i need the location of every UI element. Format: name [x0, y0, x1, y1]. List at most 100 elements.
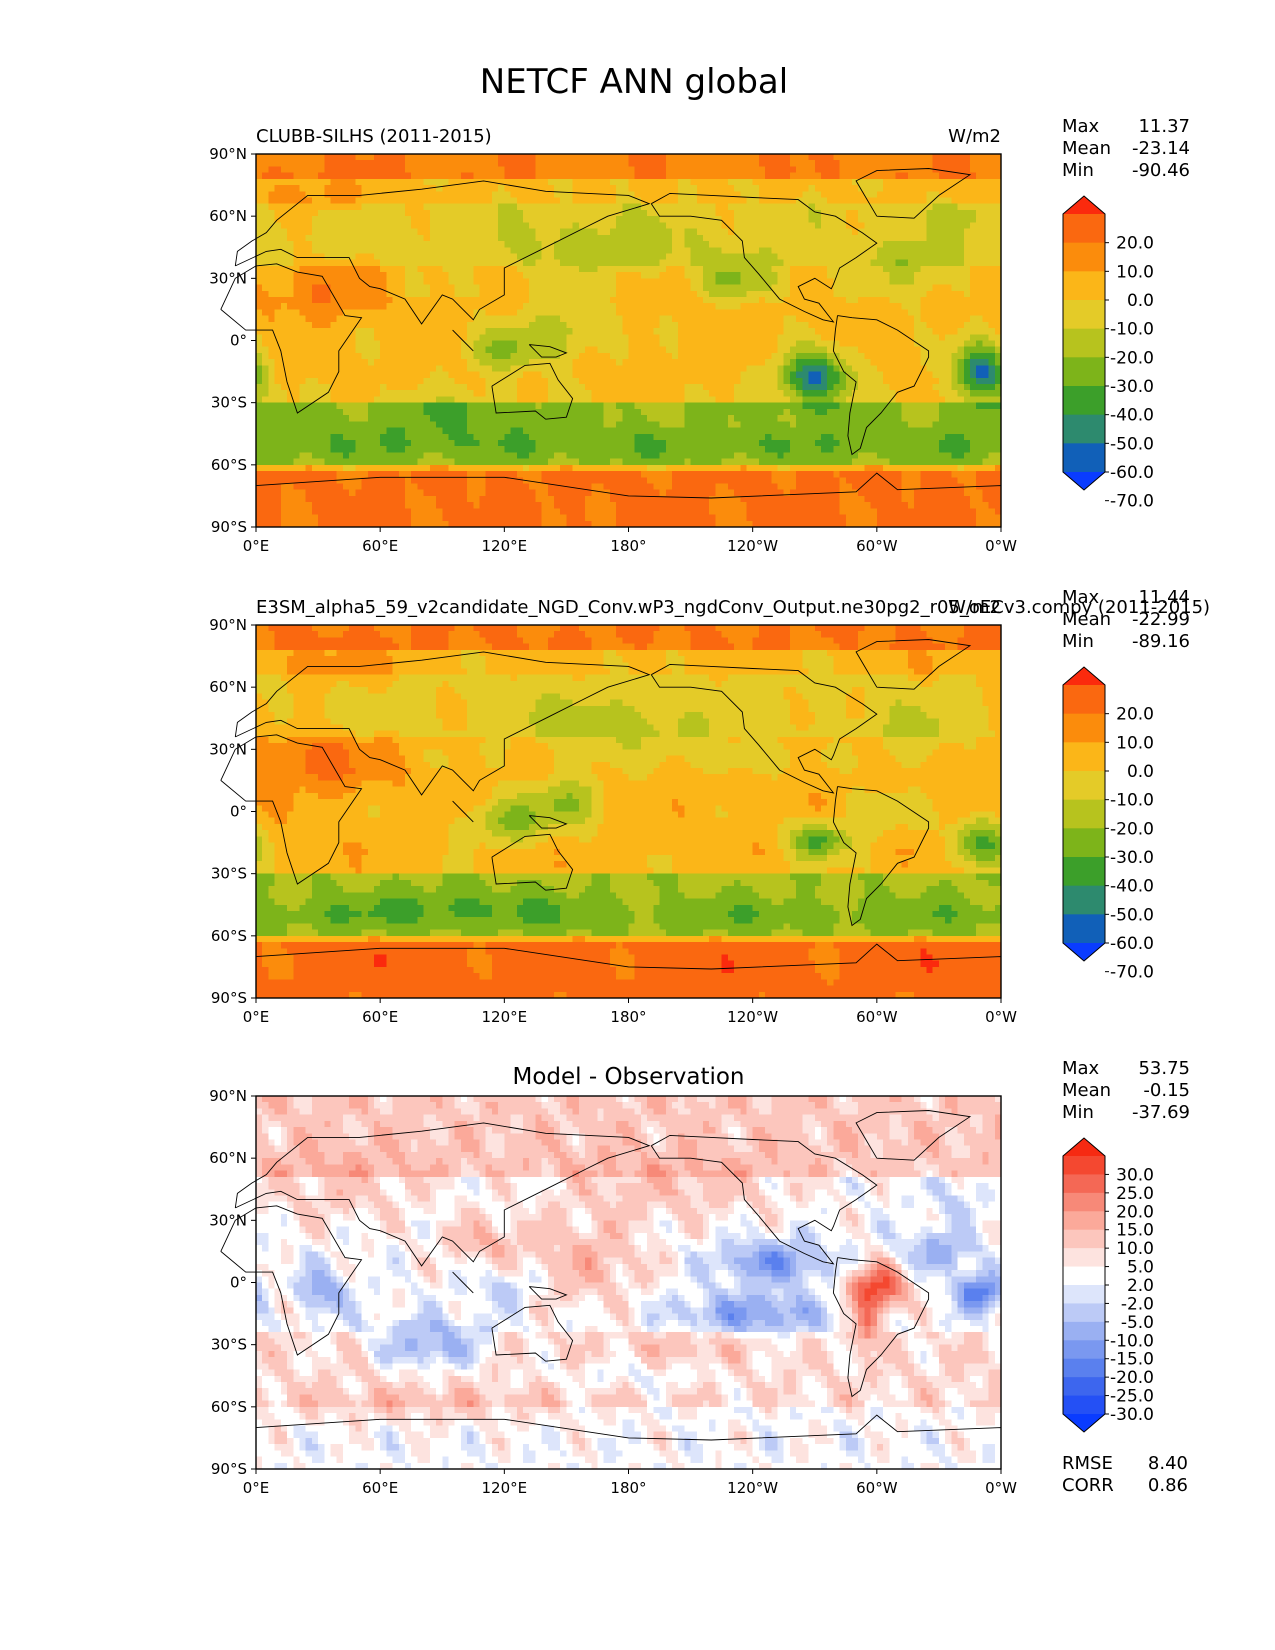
contour-cell [405, 321, 412, 329]
contour-cell [920, 166, 927, 174]
contour-cell [603, 296, 611, 304]
contour-cell [392, 377, 400, 385]
contour-cell [585, 396, 592, 404]
contour-cell [423, 272, 431, 279]
contour-cell [659, 371, 667, 379]
contour-cell [479, 259, 487, 267]
contour-cell [945, 402, 952, 410]
contour-cell [895, 178, 903, 186]
contour-cell [777, 259, 785, 267]
contour-cell [976, 352, 983, 360]
contour-cell [603, 241, 611, 248]
contour-cell [367, 371, 375, 379]
contour-cell [945, 160, 952, 167]
contour-cell [330, 172, 338, 180]
contour-cell [889, 259, 896, 267]
contour-cell [485, 172, 493, 180]
contour-cell [746, 371, 754, 379]
contour-cell [901, 278, 909, 286]
contour-cell [659, 178, 667, 186]
contour-cell [895, 359, 903, 366]
contour-cell [398, 247, 406, 254]
contour-cell [957, 278, 965, 286]
contour-cell [423, 328, 431, 335]
contour-cell [280, 371, 288, 379]
contour-cell [845, 303, 853, 310]
contour-cell [653, 166, 661, 174]
contour-cell [734, 284, 741, 292]
contour-cell [448, 346, 456, 354]
contour-cell [411, 172, 418, 180]
contour-cell [417, 222, 425, 230]
contour-cell [349, 346, 356, 354]
contour-cell [914, 315, 921, 323]
contour-cell [932, 284, 940, 292]
contour-cell [280, 185, 288, 192]
contour-cell [777, 197, 785, 205]
contour-cell [703, 172, 710, 180]
contour-cell [740, 309, 747, 317]
contour-cell [554, 290, 561, 298]
contour-cell [647, 377, 654, 385]
contour-cell [665, 284, 673, 292]
contour-cell [957, 315, 965, 323]
contour-cell [901, 203, 909, 211]
contour-cell [907, 259, 915, 267]
contour-cell [280, 234, 288, 242]
contour-cell [342, 259, 350, 267]
contour-cell [883, 247, 890, 254]
contour-cell [380, 384, 387, 391]
contour-cell [616, 321, 623, 329]
contour-cell [460, 191, 468, 199]
contour-cell [938, 365, 946, 373]
contour-cell [802, 290, 810, 298]
contour-cell [479, 296, 487, 304]
contour-cell [485, 384, 493, 391]
contour-cell [305, 377, 313, 385]
contour-cell [914, 384, 921, 391]
contour-cell [473, 321, 480, 329]
contour-cell [727, 402, 735, 410]
contour-cell [814, 315, 822, 323]
contour-cell [436, 241, 443, 248]
contour-cell [808, 365, 816, 373]
contour-cell [678, 396, 685, 404]
contour-cell [982, 340, 990, 348]
contour-cell [318, 185, 325, 192]
contour-cell [808, 309, 816, 317]
contour-cell [758, 371, 766, 379]
contour-cell [678, 191, 685, 199]
contour-cell [305, 284, 313, 292]
contour-cell [839, 259, 847, 267]
contour-cell [287, 384, 294, 391]
contour-cell [380, 178, 387, 186]
contour-cell [696, 216, 704, 223]
contour-cell [566, 216, 574, 223]
contour-cell [802, 247, 810, 254]
contour-cell [988, 365, 996, 373]
contour-cell [820, 346, 828, 354]
contour-cell [473, 247, 480, 254]
contour-cell [355, 185, 363, 192]
contour-cell [491, 172, 499, 180]
contour-cell [566, 278, 574, 286]
contour-cell [305, 154, 313, 161]
contour-cell [479, 222, 487, 230]
contour-cell [411, 290, 418, 298]
contour-cell [405, 340, 412, 348]
contour-cell [820, 377, 828, 385]
contour-cell [814, 309, 822, 317]
contour-cell [380, 265, 387, 273]
contour-cell [994, 278, 1002, 286]
contour-cell [293, 234, 300, 242]
contour-cell [845, 160, 853, 167]
contour-cell [957, 296, 965, 304]
contour-cell [982, 216, 990, 223]
contour-cell [901, 216, 909, 223]
contour-cell [411, 203, 418, 211]
contour-cell [777, 346, 785, 354]
contour-cell [721, 222, 729, 230]
contour-cell [448, 384, 456, 391]
contour-cell [820, 284, 828, 292]
contour-cell [287, 390, 294, 397]
